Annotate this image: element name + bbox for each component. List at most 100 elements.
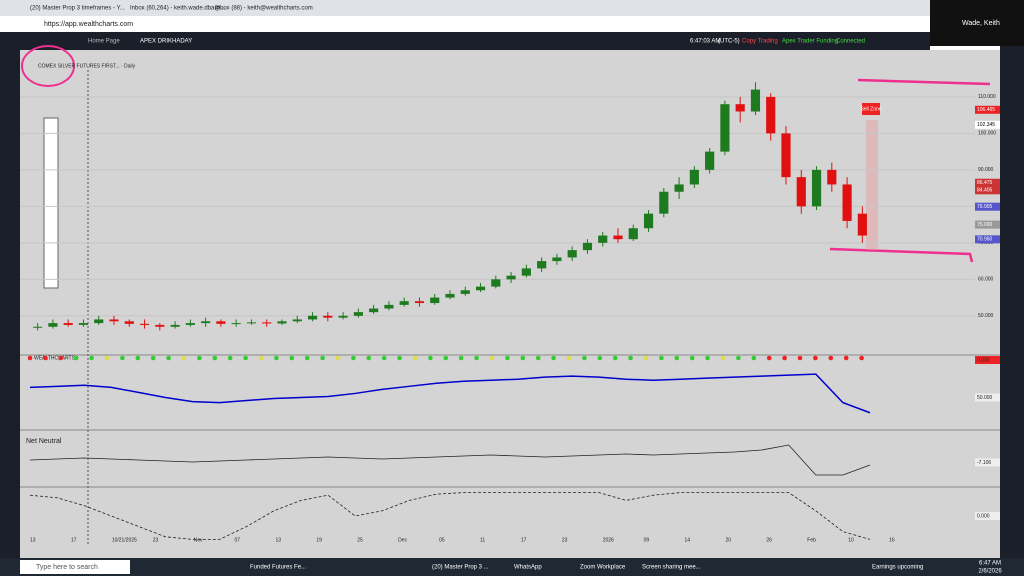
signal-dot — [243, 355, 248, 361]
candle-body — [628, 228, 638, 240]
indicator-line — [29, 444, 871, 476]
signal-dot — [289, 355, 295, 361]
tab-title[interactable]: Inbox (88) - keith@wealthcharts.com — [215, 6, 313, 12]
price-flag — [975, 235, 1000, 244]
price-flag — [975, 105, 1000, 114]
taskbar-app[interactable]: WhatsApp — [514, 565, 542, 571]
signal-dot — [859, 355, 864, 361]
candle-body — [231, 323, 241, 325]
signal-dot — [351, 355, 356, 361]
candle-body — [659, 191, 669, 214]
sell-zone-box — [866, 120, 878, 250]
signal-dot — [397, 355, 402, 361]
signal-dot — [104, 355, 110, 361]
taskbar-app[interactable]: Zoom Workplace — [580, 565, 626, 571]
panel-value: 0.000 — [977, 513, 990, 519]
candle-body — [506, 275, 516, 280]
taskbar-app[interactable]: (20) Master Prop 3 ... — [432, 565, 489, 571]
candle-body — [475, 286, 486, 291]
copy-trading[interactable]: Copy Trading — [742, 39, 778, 45]
candle-body — [399, 301, 409, 305]
price-flag-label: 79.905 — [977, 204, 993, 210]
candle-body — [369, 308, 379, 313]
signal-dot — [274, 355, 279, 361]
app-tab[interactable]: APEX DRIKHADAY — [140, 39, 192, 45]
date: 2/6/2026 — [978, 569, 1002, 575]
signal-dot — [628, 355, 633, 361]
candle-body — [33, 326, 43, 328]
candle-body — [109, 319, 119, 322]
search-text[interactable]: Type here to search — [36, 564, 98, 571]
signal-dot — [659, 355, 664, 361]
app-tab[interactable]: Home Page — [88, 39, 120, 45]
candle-body — [567, 250, 577, 258]
panel-value-tag — [975, 393, 1000, 402]
right-toolbar — [1000, 46, 1024, 558]
y-tick-label: 50.000 — [978, 313, 994, 319]
panel-value: -7.106 — [977, 460, 991, 466]
signal-dot — [474, 355, 479, 361]
price-flag — [975, 202, 1000, 211]
candle-body — [582, 242, 593, 251]
signal-dot — [520, 355, 526, 361]
candle-body — [262, 322, 272, 324]
candle-body — [811, 169, 822, 207]
indicator-line — [29, 373, 871, 414]
signal-dot — [166, 355, 171, 361]
candle-body — [735, 104, 745, 112]
timezone: (UTC-5) — [718, 39, 740, 45]
tab-title[interactable]: (20) Master Prop 3 timeframes - Y... — [30, 6, 125, 12]
signal-dot — [582, 355, 587, 361]
signal-dot — [304, 355, 310, 361]
search-box[interactable] — [20, 560, 130, 574]
x-tick-label: 10/21/2025 — [112, 537, 137, 543]
signal-dot — [551, 355, 556, 361]
chart-area — [20, 50, 1000, 545]
chart-title: COMEX SILVER FUTURES FIRST... · Daily — [38, 63, 136, 69]
url[interactable]: https://app.wealthcharts.com — [44, 21, 133, 28]
candle-body — [613, 235, 623, 240]
tab-title[interactable]: Inbox (60,264) - keith.wade.dba@... — [130, 6, 226, 12]
signal-dot — [135, 355, 141, 361]
signal-dot — [258, 355, 264, 361]
price-flag-label: 84.405 — [977, 188, 993, 194]
price-flag — [975, 186, 1000, 195]
signal-dot — [150, 355, 156, 361]
indicator-line — [29, 492, 871, 540]
candle-body — [384, 304, 394, 309]
signal-dot — [489, 355, 495, 361]
signal-dot — [674, 355, 680, 361]
candle-body — [430, 297, 440, 304]
candle-body — [170, 324, 180, 327]
status: Connected — [836, 39, 865, 45]
taskbar — [0, 558, 1024, 576]
x-tick-label: 05 — [439, 537, 445, 543]
signal-dot — [27, 355, 33, 361]
candle-body — [796, 177, 806, 207]
signal-dot — [828, 355, 834, 361]
signal-dot — [782, 355, 787, 361]
x-tick-label: 07 — [235, 537, 241, 543]
panel-value: 50.000 — [977, 395, 993, 401]
candle-body — [94, 319, 104, 324]
signal-dot — [120, 355, 125, 361]
news[interactable]: Earnings upcoming — [872, 565, 923, 571]
signal-dot — [813, 355, 818, 361]
candle-body — [201, 321, 211, 324]
panel-value: 0.000 — [977, 357, 990, 363]
candle-body — [414, 301, 425, 304]
y-tick-label: 110.000 — [978, 94, 996, 100]
signal-dot — [689, 355, 695, 361]
candle-body — [857, 213, 867, 236]
left-toolbar — [0, 50, 20, 558]
candle-body — [338, 315, 348, 318]
funding[interactable]: Apex Trader Funding — [782, 39, 838, 45]
x-tick-label: 20 — [725, 537, 731, 543]
taskbar-app[interactable]: Screen sharing mee... — [642, 565, 701, 571]
candle-body — [277, 321, 287, 324]
candle-body — [139, 323, 150, 325]
price-flag-label: 70.960 — [977, 237, 993, 243]
taskbar-app[interactable]: Funded Futures Fe... — [250, 565, 306, 571]
